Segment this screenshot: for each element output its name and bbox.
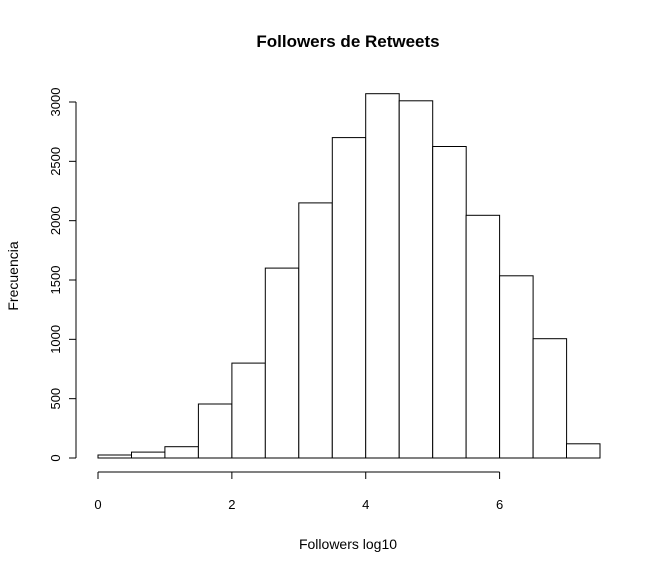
histogram-bar xyxy=(264,267,300,459)
bars-group xyxy=(97,93,601,459)
histogram-bar xyxy=(298,202,333,459)
histogram-bar xyxy=(97,454,132,459)
x-axis-label: Followers log10 xyxy=(299,536,397,552)
histogram-bar xyxy=(197,403,233,459)
y-tick-label: 3000 xyxy=(48,88,63,117)
y-tick-label: 1000 xyxy=(48,325,63,354)
chart-title: Followers de Retweets xyxy=(256,32,439,51)
y-tick-label: 2000 xyxy=(48,206,63,235)
histogram-bar xyxy=(331,137,367,459)
y-tick-label: 500 xyxy=(48,388,63,410)
histogram-bar xyxy=(532,338,568,459)
y-tick-label: 0 xyxy=(48,454,63,461)
y-axis-label: Frecuencia xyxy=(5,241,21,310)
y-tick-label: 1500 xyxy=(48,266,63,295)
histogram-bar xyxy=(365,93,400,459)
histogram-bar xyxy=(432,146,467,459)
x-tick-label: 0 xyxy=(94,497,101,512)
x-tick-label: 2 xyxy=(228,497,235,512)
x-tick-label: 4 xyxy=(362,497,369,512)
histogram-bar xyxy=(566,443,601,459)
histogram-bar xyxy=(465,214,501,459)
histogram-bar xyxy=(499,275,534,459)
y-tick-label: 2500 xyxy=(48,147,63,176)
x-tick-label: 6 xyxy=(496,497,503,512)
histogram-bar xyxy=(398,100,434,459)
y-axis: 0 500 1000 1500 2000 2500 3000 xyxy=(48,88,77,462)
histogram-bar xyxy=(131,451,166,459)
histogram-bar xyxy=(164,446,199,459)
histogram-bar xyxy=(231,362,266,459)
x-axis: 0 2 4 6 xyxy=(94,471,503,512)
